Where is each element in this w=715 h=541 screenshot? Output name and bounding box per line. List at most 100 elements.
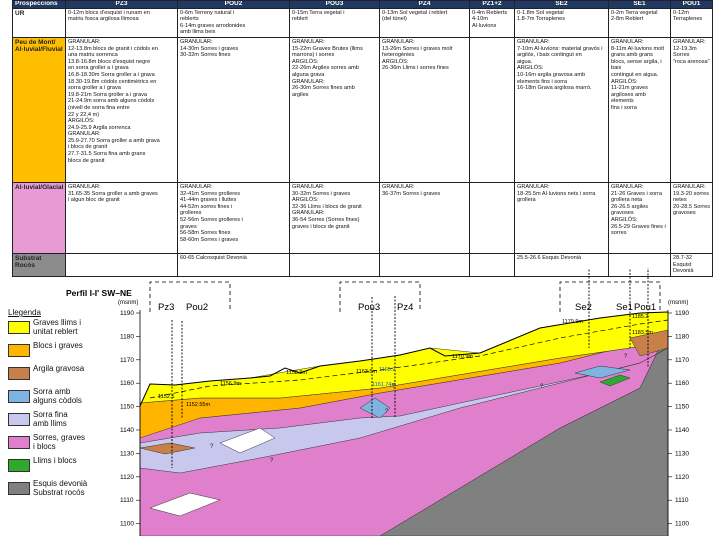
water-level-label: 1152.5 [158,394,174,400]
water-level-label: 1163.5m [356,369,377,375]
svg-text:?: ? [392,384,396,390]
table-cell: GRANULAR: 15-22m Graves Brutes (llims ma… [289,36,380,183]
legend-swatch [8,459,30,472]
profile-frame [149,281,661,312]
y-tick-label: 1180 [675,333,689,340]
svg-text:?: ? [540,384,544,390]
borehole-label: Se2 [575,302,592,313]
table-cell: GRANULAR: 18-25.5m Al·luvions nets i sor… [514,181,609,254]
table-cell: GRANULAR: 36-37m Sorres i graves [379,181,470,254]
legend-item: Sorres, graves i blocs [8,433,118,457]
profile-title: Perfil I-I' SW–NE [66,288,132,298]
table-cell: 0-12m blocs d'esquist i runam en matriu … [65,7,178,38]
table-cell: GRANULAR: 30-32m Sorres i graves ARGILÓS… [289,181,380,254]
y-tick-label: 1170 [120,357,134,364]
legend-swatch [8,321,30,334]
table-cell: 0-6m Terreny natural i reblerts 6-14m gr… [177,7,290,38]
legend-item: Sorra amb alguns còdols [8,387,118,411]
table-cell: GRANULAR: 31.65-35 Sorra groller a amb g… [65,181,178,254]
table-row: UR 0-12m blocs d'esquist i runam en matri… [12,7,713,38]
table-cell: 60-65 Calcosquist Devonià [177,252,290,277]
y-tick-label: 1190 [675,310,689,317]
water-level-label: 1161.74m [372,382,396,388]
table-cell: GRANULAR: 12-13.8m blocs de granit i còd… [65,36,178,183]
water-level-label: 1156.9m [220,381,241,387]
table-cell: GRANULAR: 12-19.3m Sorres "roca arenosa" [670,36,713,183]
table-cell: 0-1.8m Sol vegetal 1.8-7m Torraplenes [514,7,609,38]
ground-surface [139,311,669,407]
legend-label: Sorra fina amb llims [33,410,68,428]
table-cell: GRANULAR: 8-11m Al·luvions molt grans am… [608,36,671,183]
water-level-label: 1185.2 [632,314,648,320]
header-cell: PZ1+2 [469,0,515,9]
header-cell: PZ3 [65,0,178,9]
table-cell [469,181,515,254]
header-cell: PZ4 [379,0,470,9]
table-cell [469,36,515,183]
header-cell: SE2 [514,0,609,9]
water-level-label: 1152.55m [186,402,210,408]
table-cell: 0-12m Terraplenes [670,7,713,38]
table-cell: GRANULAR: 13-26m Sorres i graves molt he… [379,36,470,183]
legend-item: Graves llims i unitat reblert [8,318,118,342]
borehole-label: Pou2 [186,302,208,313]
legend-swatch [8,482,30,495]
water-table [149,319,669,399]
y-tick-label: 1150 [120,404,134,411]
legend-swatch [8,390,30,403]
y-tick-label: 1130 [675,450,689,457]
header-cell: POU1 [670,0,713,9]
borehole-label: Pz4 [397,302,413,313]
table-cell: GRANULAR: 19.3-20 sorres netes 20-28.5 S… [670,181,713,254]
header-cell: POU2 [177,0,290,9]
table-cell: 0-4m Reblerts 4-10m Al·luvions [469,7,515,38]
legend-label: Esquis devonià Substrat rocós [33,479,88,497]
stratum-lightpurple [139,347,669,474]
svg-text:?: ? [210,444,214,450]
table-cell: GRANULAR: 7-10m Al·luvions: material gra… [514,36,609,183]
y-tick-label: 1150 [675,404,689,411]
header-cell: Prospeccions [12,0,66,9]
y-tick-label: 1140 [675,427,689,434]
water-level-label: 1170.9m [452,354,473,360]
y-tick-label: 1160 [120,380,134,387]
svg-text:?: ? [385,409,389,415]
water-level-label: 1158.9m [286,370,307,376]
legend-label: Llims i blocs [33,456,77,465]
legend-label: Graves llims i unitat reblert [33,318,82,336]
legend-title: Llegenda [8,308,41,317]
legend-swatch [8,344,30,357]
legend-swatch [8,436,30,449]
y-tick-label: 1110 [675,497,689,504]
legend-item: Argila gravosa [8,364,118,388]
table-row: Peu de Mont/ Al·luvial/Fluvial GRANULAR: … [12,36,713,183]
legend-swatch [8,367,30,380]
row-label: Al·luvial/Glacial [12,181,66,254]
svg-text:?: ? [270,458,274,464]
row-label: UR [12,7,66,38]
profile-svg: Pz3 Pou2 Pou3 Pz4 Se2 Se1 Pou1 1190 1180 1170 116… [66,249,689,537]
legend-item: Llims i blocs [8,456,118,480]
y-tick-label: 1110 [120,497,134,504]
geological-profile: Pz3 Pou2 Pou3 Pz4 Se2 Se1 Pou1 1190 1180 1170 116… [0,249,715,537]
water-level-label: 1183.5m [632,330,653,336]
table-cell: 0-13m Sol vegetal i reblert (del túnel) [379,7,470,38]
y-tick-label: 1140 [120,427,134,434]
legend-label: Argila gravosa [33,364,85,373]
borehole-label: Se1 [616,302,633,313]
y-tick-label: 1100 [675,521,689,528]
borehole-label: Pou3 [358,302,380,313]
legend-label: Blocs i graves [33,341,83,350]
table-cell [65,252,178,277]
row-label: Peu de Mont/ Al·luvial/Fluvial [12,36,66,183]
y-tick-label: 1120 [675,474,689,481]
table-cell [289,252,380,277]
table-cell: 0-2m Terra vegetal 2-8m Reblert [608,7,671,38]
table-cell [379,252,470,277]
y-tick-label: 1100 [120,521,134,528]
table-cell: 25.5-26.6 Esquis Devonià [514,252,609,277]
y-tick-label: 1180 [120,333,134,340]
water-level-label: 1165.2 [379,367,395,373]
prospection-table: Prospeccions PZ3 POU2 POU3 PZ4 PZ1+2 SE2… [12,0,713,277]
